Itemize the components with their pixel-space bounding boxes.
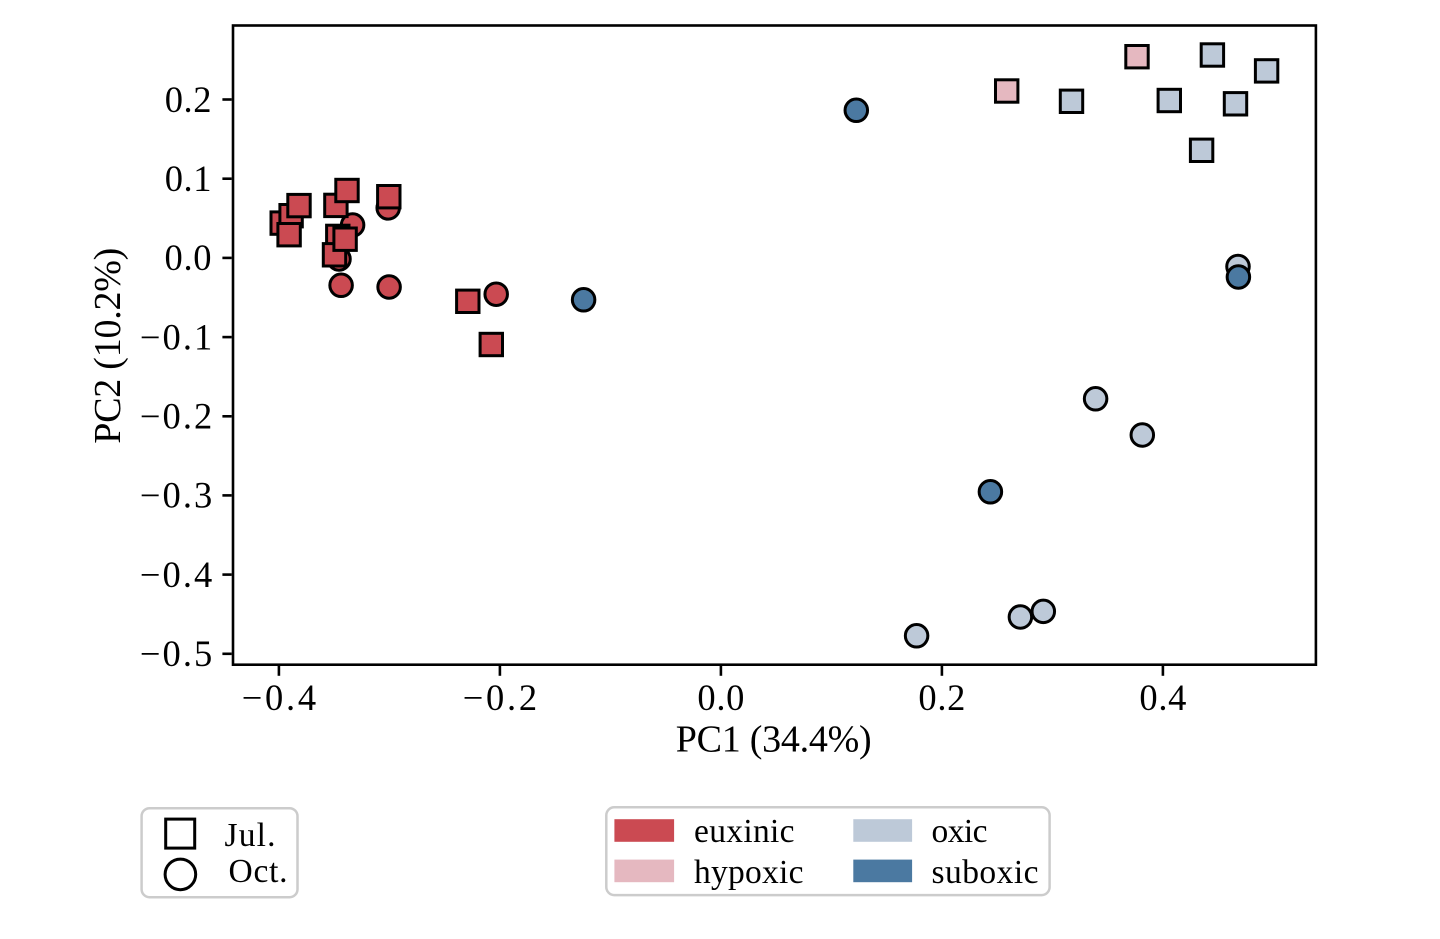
svg-text:−0.2: −0.2	[463, 677, 538, 718]
svg-text:PC2 (10.2%): PC2 (10.2%)	[87, 248, 129, 444]
svg-text:hypoxic: hypoxic	[694, 854, 804, 891]
svg-text:0.1: 0.1	[165, 158, 212, 199]
svg-text:Oct.: Oct.	[229, 853, 288, 890]
svg-text:0.2: 0.2	[918, 677, 965, 718]
svg-text:−0.4: −0.4	[242, 677, 317, 718]
svg-text:0.4: 0.4	[1139, 677, 1186, 718]
svg-text:−0.1: −0.1	[140, 316, 212, 357]
svg-text:−0.2: −0.2	[140, 396, 212, 437]
svg-text:−0.5: −0.5	[140, 633, 212, 674]
svg-text:oxic: oxic	[932, 813, 988, 850]
svg-text:−0.4: −0.4	[140, 554, 212, 595]
svg-text:0.2: 0.2	[165, 79, 212, 120]
svg-text:Jul.: Jul.	[225, 817, 276, 854]
svg-text:0.0: 0.0	[697, 677, 744, 718]
svg-text:0.0: 0.0	[165, 237, 212, 278]
svg-text:−0.3: −0.3	[140, 475, 212, 516]
svg-text:suboxic: suboxic	[932, 854, 1039, 891]
svg-text:PC1 (34.4%): PC1 (34.4%)	[676, 719, 872, 761]
svg-text:euxinic: euxinic	[694, 813, 795, 850]
